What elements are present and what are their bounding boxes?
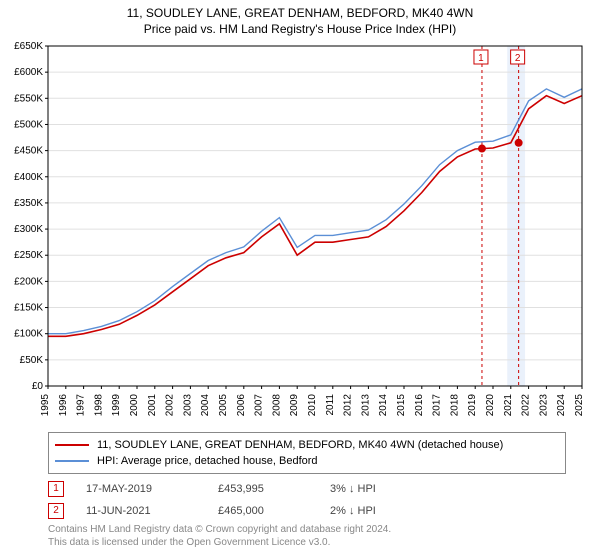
legend-swatch xyxy=(55,460,89,462)
svg-text:1997: 1997 xyxy=(76,394,87,417)
chart-title-block: 11, SOUDLEY LANE, GREAT DENHAM, BEDFORD,… xyxy=(0,0,600,36)
svg-text:£550K: £550K xyxy=(14,93,43,104)
svg-text:£0: £0 xyxy=(32,381,44,392)
svg-text:2001: 2001 xyxy=(147,394,158,417)
svg-text:1998: 1998 xyxy=(93,394,104,417)
svg-text:£650K: £650K xyxy=(14,41,43,52)
svg-text:2008: 2008 xyxy=(271,394,282,417)
sale-date: 17-MAY-2019 xyxy=(86,483,196,495)
svg-text:£300K: £300K xyxy=(14,224,43,235)
svg-text:2006: 2006 xyxy=(236,394,247,417)
sale-price: £465,000 xyxy=(218,505,308,517)
svg-text:1: 1 xyxy=(478,53,484,64)
svg-text:£500K: £500K xyxy=(14,119,43,130)
chart-svg: £0 £50K £100K £150K £200K £250K £300K £350K £400… xyxy=(0,36,600,426)
sale-change: 2% ↓ HPI xyxy=(330,505,450,517)
svg-text:2022: 2022 xyxy=(521,394,532,417)
legend-row: HPI: Average price, detached house, Bedf… xyxy=(55,453,559,469)
svg-text:2020: 2020 xyxy=(485,394,496,417)
svg-text:£450K: £450K xyxy=(14,146,43,157)
sales-table: 1 17-MAY-2019 £453,995 3% ↓ HPI 2 11-JUN… xyxy=(48,478,566,522)
svg-text:1995: 1995 xyxy=(40,394,51,417)
footer-line-1: Contains HM Land Registry data © Crown c… xyxy=(48,524,566,537)
svg-text:2023: 2023 xyxy=(538,394,549,417)
svg-text:2014: 2014 xyxy=(378,394,389,417)
legend-label: HPI: Average price, detached house, Bedf… xyxy=(97,455,318,467)
svg-text:£200K: £200K xyxy=(14,276,43,287)
svg-text:2012: 2012 xyxy=(343,394,354,417)
svg-text:2009: 2009 xyxy=(289,394,300,417)
svg-text:2013: 2013 xyxy=(360,394,371,417)
svg-text:£250K: £250K xyxy=(14,250,43,261)
legend-row: 11, SOUDLEY LANE, GREAT DENHAM, BEDFORD,… xyxy=(55,437,559,453)
svg-text:£600K: £600K xyxy=(14,67,43,78)
svg-text:2015: 2015 xyxy=(396,394,407,417)
title-line-1: 11, SOUDLEY LANE, GREAT DENHAM, BEDFORD,… xyxy=(0,6,600,20)
legend-swatch xyxy=(55,444,89,446)
svg-text:2000: 2000 xyxy=(129,394,140,417)
svg-text:1996: 1996 xyxy=(58,394,69,417)
svg-text:2004: 2004 xyxy=(200,394,211,417)
svg-text:£350K: £350K xyxy=(14,198,43,209)
sale-marker-badge: 1 xyxy=(48,481,64,497)
svg-text:£400K: £400K xyxy=(14,172,43,183)
sale-row: 2 11-JUN-2021 £465,000 2% ↓ HPI xyxy=(48,500,566,522)
svg-text:£50K: £50K xyxy=(20,355,44,366)
svg-text:2007: 2007 xyxy=(254,394,265,417)
sale-change: 3% ↓ HPI xyxy=(330,483,450,495)
svg-text:2024: 2024 xyxy=(556,394,567,417)
svg-text:£100K: £100K xyxy=(14,329,43,340)
sale-marker-badge: 2 xyxy=(48,503,64,519)
price-chart: £0 £50K £100K £150K £200K £250K £300K £350K £400… xyxy=(0,36,600,426)
svg-text:2025: 2025 xyxy=(574,394,585,417)
svg-text:2003: 2003 xyxy=(182,394,193,417)
svg-text:£150K: £150K xyxy=(14,303,43,314)
svg-text:2016: 2016 xyxy=(414,394,425,417)
legend-box: 11, SOUDLEY LANE, GREAT DENHAM, BEDFORD,… xyxy=(48,432,566,474)
svg-text:1999: 1999 xyxy=(111,394,122,417)
sale-date: 11-JUN-2021 xyxy=(86,505,196,517)
title-line-2: Price paid vs. HM Land Registry's House … xyxy=(0,22,600,36)
svg-text:2011: 2011 xyxy=(325,394,336,416)
svg-text:2019: 2019 xyxy=(467,394,478,417)
svg-text:2018: 2018 xyxy=(449,394,460,417)
svg-text:2010: 2010 xyxy=(307,394,318,417)
svg-text:2017: 2017 xyxy=(432,394,443,417)
footer-note: Contains HM Land Registry data © Crown c… xyxy=(48,524,566,549)
sale-row: 1 17-MAY-2019 £453,995 3% ↓ HPI xyxy=(48,478,566,500)
svg-text:2021: 2021 xyxy=(503,394,514,417)
sale-price: £453,995 xyxy=(218,483,308,495)
legend-label: 11, SOUDLEY LANE, GREAT DENHAM, BEDFORD,… xyxy=(97,439,503,451)
svg-text:2005: 2005 xyxy=(218,394,229,417)
svg-text:2: 2 xyxy=(515,53,521,64)
footer-line-2: This data is licensed under the Open Gov… xyxy=(48,537,566,550)
svg-text:2002: 2002 xyxy=(165,394,176,417)
